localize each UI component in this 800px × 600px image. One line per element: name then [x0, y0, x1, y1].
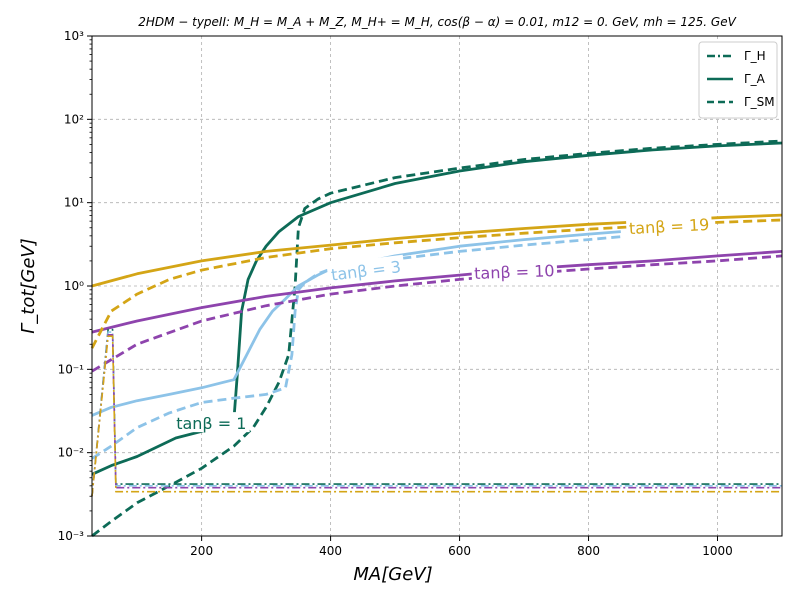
- series-line-tb10-gamma-a: [91, 250, 783, 334]
- x-tick-label: 800: [577, 544, 600, 558]
- legend-label-gamma-h: Γ_H: [744, 49, 766, 63]
- annotation-background: [326, 254, 406, 284]
- series-line-tb1-gamma-a: [91, 141, 783, 476]
- y-tick-label: 10⁻¹: [58, 362, 85, 376]
- x-tick-label: 200: [190, 544, 213, 558]
- series-lines: [90, 139, 783, 538]
- y-tick-label: 10¹: [64, 196, 84, 210]
- series-line-tb3-gamma-h: [91, 331, 782, 497]
- series-line-tb19-gamma-sm: [90, 218, 783, 349]
- annotation-label: tanβ = 10: [474, 261, 555, 283]
- series-line-tb10-gamma-sm: [91, 254, 783, 373]
- annotation-tb10: tanβ = 10: [471, 259, 558, 283]
- chart-title: 2HDM − typeII: M_H = M_A + M_Z, M_H+ = M…: [138, 15, 736, 29]
- annotation-label: tanβ = 1: [176, 414, 246, 433]
- y-tick-label: 10⁻³: [58, 529, 85, 543]
- annotation-background: [172, 412, 250, 433]
- annotation-background: [625, 212, 713, 238]
- x-tick-label: 1000: [702, 544, 733, 558]
- legend-label-gamma-sm: Γ_SM: [744, 95, 775, 109]
- series-line-tb3-gamma-a: [91, 230, 621, 417]
- x-tick-label: 400: [319, 544, 342, 558]
- annotation-tb1: tanβ = 1: [172, 412, 250, 433]
- annotation-label: tanβ = 19: [628, 215, 709, 238]
- x-tick-label: 600: [448, 544, 471, 558]
- series-line-tb1-gamma-h: [91, 328, 782, 497]
- series-line-tb3-gamma-sm: [91, 235, 621, 460]
- y-axis-label: Γ_tot[GeV]: [18, 238, 39, 334]
- y-tick-label: 10⁰: [64, 279, 84, 293]
- series-line-tb19-gamma-h: [91, 335, 782, 497]
- axis-ticks: 200 400 600 800 1000 10⁻³ 10⁻² 10⁻¹ 10⁰ 10¹ 10² 10³: [58, 29, 733, 558]
- x-axis-label: MA[GeV]: [353, 564, 432, 585]
- legend-label-gamma-a: Γ_A: [744, 72, 766, 86]
- y-tick-label: 10²: [64, 112, 84, 126]
- y-tick-label: 10³: [64, 29, 84, 43]
- legend: Γ_H Γ_A Γ_SM: [698, 41, 778, 119]
- y-tick-label: 10⁻²: [58, 446, 85, 460]
- annotation-tb19: tanβ = 19: [625, 212, 713, 238]
- annotation-background: [471, 259, 558, 283]
- legend-box: [698, 41, 778, 119]
